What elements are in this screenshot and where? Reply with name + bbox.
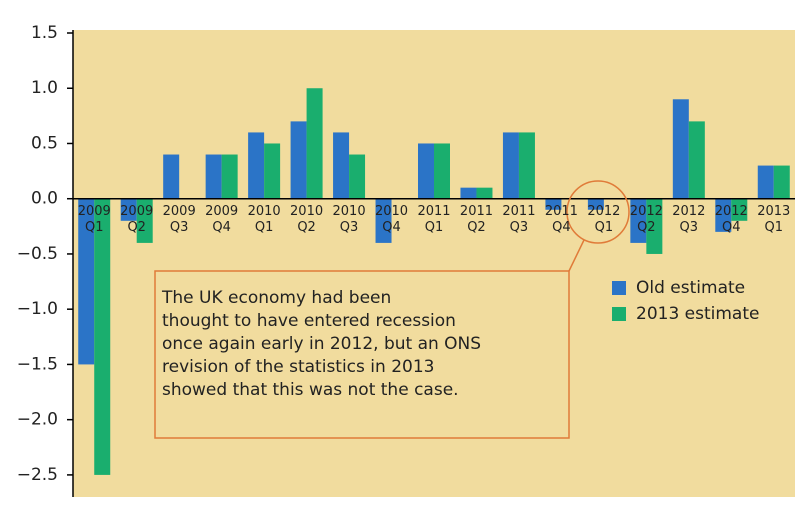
x-tick-label: 2010 Q4 [374,203,409,235]
legend-swatch [612,281,626,295]
y-tick-label: 0.0 [31,189,58,209]
y-tick-label: 1.5 [31,23,58,43]
x-tick-label: 2010 Q3 [332,203,366,235]
y-tick-label: 1.0 [31,78,58,98]
bar [306,88,323,199]
y-tick-label: 0.5 [31,133,58,153]
legend-label: 2013 estimate [636,304,759,324]
bar [434,143,450,199]
bar [460,187,477,199]
bar [646,198,663,254]
bar [290,121,307,199]
x-tick-label: 2010 Q1 [247,203,281,235]
bar [333,132,350,199]
bar [418,143,434,199]
bar [773,165,790,199]
bar [264,143,281,199]
x-tick-label: 2012 Q1 [587,203,621,235]
x-tick-label: 2011 Q2 [459,203,494,235]
bar [136,198,153,243]
bar [518,132,535,199]
bar [78,198,95,365]
highlight-circle [566,180,630,244]
annotation-line: revision of the statistics in 2013 [162,357,435,377]
annotation-line: The UK economy had been [162,288,392,308]
bar [715,198,732,232]
y-tick-label: −2.0 [17,410,58,430]
x-tick-label: 2012 Q2 [629,203,663,235]
annotation-line: showed that this was not the case. [162,380,459,400]
x-tick-label: 2013 Q1 [757,203,791,235]
bar [688,121,705,199]
bar [94,198,111,475]
y-tick-label: −2.5 [17,465,58,485]
legend-swatch [612,307,626,321]
x-tick-label: 2009 Q2 [120,203,154,235]
bar [587,198,604,210]
x-tick-label: 2009 Q3 [162,203,196,235]
bar [248,132,265,199]
bar [163,154,180,199]
x-tick-label: 2010 Q2 [290,203,324,235]
bar [205,154,222,199]
annotation-box [154,270,570,439]
bar [349,154,366,199]
annotation-line: thought to have entered recession [162,311,456,331]
bar [731,198,748,221]
bar [120,198,137,221]
bar [630,198,647,243]
x-tick-label: 2011 Q1 [417,203,451,235]
bar [502,132,519,199]
y-tick-label: −0.5 [17,244,58,264]
bar [476,187,493,199]
annotation-line: once again early in 2012, but an ONS [162,334,482,354]
x-tick-label: 2011 Q4 [544,203,578,235]
annotation: The UK economy had been thought to have e… [162,287,481,402]
bar [545,198,562,210]
bar [757,165,774,199]
bar [221,154,238,199]
y-tick-label: −1.0 [17,299,58,319]
x-tick-label: 2009 Q4 [205,203,239,235]
bar [672,99,689,199]
bar [375,198,392,243]
x-tick-label: 2012 Q4 [714,203,748,235]
x-tick-label: 2009 Q1 [77,203,111,235]
callout-line [568,239,585,272]
legend-label: Old estimate [636,278,745,298]
x-tick-label: 2011 Q3 [502,203,536,235]
x-tick-label: 2012 Q3 [672,203,706,235]
y-tick-label: −1.5 [17,354,58,374]
